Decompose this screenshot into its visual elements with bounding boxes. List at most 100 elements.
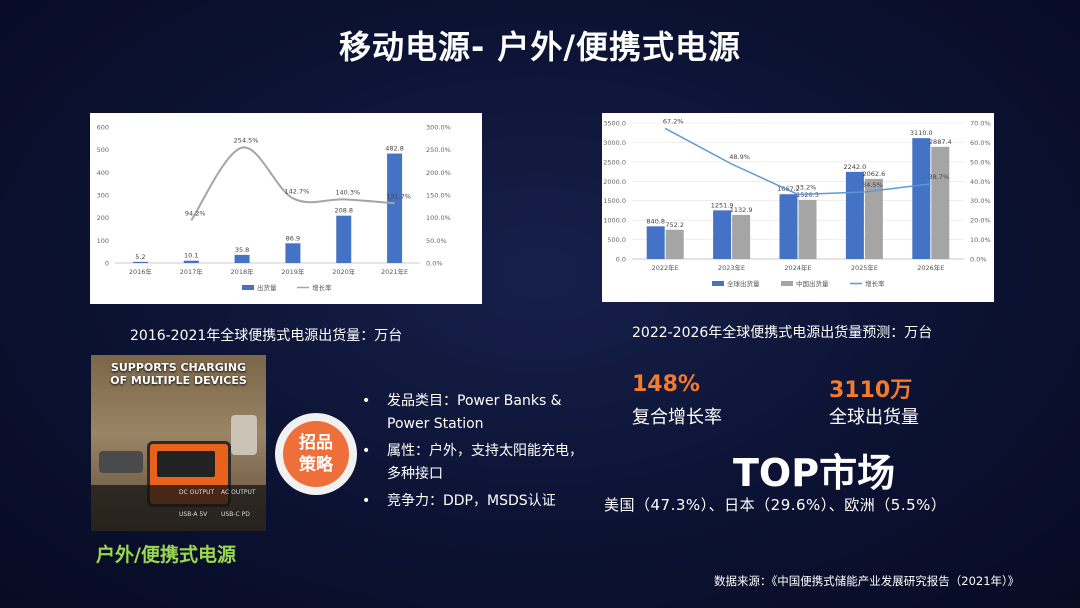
legend-label: 出货量: [257, 283, 277, 292]
legend-swatch: [781, 281, 793, 286]
strategy-bullets: • 发品类目：Power Banks & Power Station • 属性：…: [362, 390, 592, 517]
bar: [285, 243, 301, 263]
y-tick-label: 0: [105, 260, 109, 268]
x-tick-label: 2024年E: [784, 263, 811, 272]
line-data-label: 33.2%: [796, 183, 817, 191]
y2-tick-label: 0.0%: [426, 260, 443, 268]
bullet-item: • 发品类目：Power Banks & Power Station: [362, 390, 592, 436]
y-tick-label: 1500.0: [603, 197, 626, 205]
x-tick-label: 2020年: [332, 267, 356, 276]
y-tick-label: 1000.0: [603, 217, 626, 225]
bar-data-label: 10.1: [184, 252, 198, 260]
line-data-label: 94.2%: [185, 209, 206, 217]
bar: [387, 153, 403, 263]
bar-data-label: 1667.2: [777, 185, 800, 193]
cagr-label: 复合增长率: [632, 407, 722, 428]
y-tick-label: 200: [97, 214, 109, 222]
y-tick-label: 2000.0: [603, 178, 626, 186]
line-data-label: 140.3%: [335, 188, 360, 196]
chart-shipments-2016-2021: 0 100 200 300 400 500 600 0.0% 50.0% 100.0% 150.0%…: [90, 113, 482, 304]
y2-tick-label: 150.0%: [426, 192, 451, 200]
bar: [845, 171, 864, 259]
bullet-dot: •: [362, 493, 371, 509]
bar-data-label: 208.8: [334, 207, 353, 215]
bar-data-label: 5.2: [135, 253, 145, 261]
x-tick-label: 2025年E: [851, 263, 878, 272]
y-tick-label: 100: [97, 237, 109, 245]
y-tick-label: 2500.0: [603, 158, 626, 166]
y2-tick-label: 30.0%: [970, 197, 991, 205]
y2-tick-label: 300.0%: [426, 124, 451, 132]
page-title: 移动电源- 户外/便携式电源: [338, 28, 742, 66]
x-tick-label: 2019年: [281, 267, 305, 276]
product-label: 户外/便携式电源: [96, 544, 236, 566]
bar: [732, 214, 751, 259]
chart1-caption: 2016-2021年全球便携式电源出货量：万台: [130, 328, 403, 344]
bar-data-label: 1520.5: [796, 191, 819, 199]
y-tick-label: 3500.0: [603, 120, 626, 128]
line-data-label: 48.9%: [729, 153, 750, 161]
photo-spec-strip: DC OUTPUT AC OUTPUT USB-A 5V USB-C PD: [91, 485, 266, 531]
bar: [234, 254, 250, 263]
chart-forecast-2022-2026: 0.0 500.0 1000.0 1500.0 2000.0 2500.0 3000.0 35…: [602, 113, 994, 302]
strategy-badge: 招品 策略: [283, 421, 349, 487]
spec-ac: AC OUTPUT: [221, 489, 256, 496]
y2-tick-label: 40.0%: [970, 178, 991, 186]
bar-data-label: 2062.6: [863, 170, 886, 178]
x-tick-label: 2021年E: [381, 267, 408, 276]
x-tick-label: 2018年: [231, 267, 255, 276]
cagr-value: 148%: [632, 372, 700, 397]
y2-tick-label: 60.0%: [970, 139, 991, 147]
chart1-svg: 0 100 200 300 400 500 600 0.0% 50.0% 100.0% 150.0%…: [97, 124, 451, 293]
x-tick-label: 2026年E: [917, 263, 944, 272]
bar: [183, 260, 199, 263]
bullet-item: • 竞争力：DDP，MSDS认证: [362, 490, 592, 513]
strategy-line1: 招品: [299, 433, 333, 453]
y2-tick-label: 250.0%: [426, 146, 451, 154]
line-data-label: 142.7%: [285, 187, 310, 195]
bullet-text: 发品类目：Power Banks & Power Station: [387, 393, 562, 432]
spec-dc: DC OUTPUT: [179, 489, 215, 496]
bar-data-label: 2242.0: [844, 163, 867, 171]
y2-tick-label: 200.0%: [426, 169, 451, 177]
x-tick-label: 2017年: [180, 267, 204, 276]
bullet-dot: •: [362, 443, 371, 459]
line-data-label: 254.5%: [234, 137, 259, 145]
bar: [132, 261, 148, 263]
portable-power-station-photo: SUPPORTS CHARGING OF MULTIPLE DEVICES DC…: [91, 355, 266, 531]
legend-swatch: [242, 285, 254, 290]
x-tick-label: 2023年E: [718, 263, 745, 272]
y2-tick-label: 100.0%: [426, 214, 451, 222]
drone-icon: [99, 451, 143, 473]
x-tick-label: 2022年E: [652, 263, 679, 272]
bullet-text: 属性：户外，支持太阳能充电，多种接口: [387, 443, 583, 482]
y-tick-label: 300: [97, 192, 109, 200]
legend-label: 增长率: [865, 279, 885, 288]
bar: [931, 146, 950, 259]
line-data-label: 38.7%: [928, 173, 949, 181]
y-tick-label: 600: [97, 124, 109, 132]
y-tick-label: 0.0: [616, 256, 626, 264]
bar-data-label: 35.8: [235, 246, 249, 254]
y2-tick-label: 70.0%: [970, 120, 991, 128]
top-market-detail: 美国（47.3%）、日本（29.6%）、欧洲（5.5%）: [604, 496, 947, 514]
growth-line: [190, 146, 395, 221]
bar-data-label: 1251.9: [711, 201, 734, 209]
line-data-label: 67.2%: [663, 117, 684, 125]
bullet-dot: •: [362, 393, 371, 409]
bar-data-label: 482.8: [385, 145, 404, 153]
bar: [336, 215, 352, 263]
y-tick-label: 500.0: [607, 236, 626, 244]
legend-swatch: [712, 281, 724, 286]
top-market-title: TOP市场: [733, 451, 896, 495]
y2-tick-label: 0.0%: [970, 256, 987, 264]
bar-data-label: 1132.9: [730, 206, 753, 214]
y-tick-label: 3000.0: [603, 139, 626, 147]
x-tick-label: 2016年: [129, 267, 153, 276]
bullet-item: • 属性：户外，支持太阳能充电，多种接口: [362, 440, 592, 486]
bar-data-label: 86.9: [286, 234, 300, 242]
y-tick-label: 400: [97, 169, 109, 177]
legend-label: 中国出货量: [796, 279, 829, 288]
growth-line: [664, 127, 931, 196]
y-tick-label: 500: [97, 146, 109, 154]
